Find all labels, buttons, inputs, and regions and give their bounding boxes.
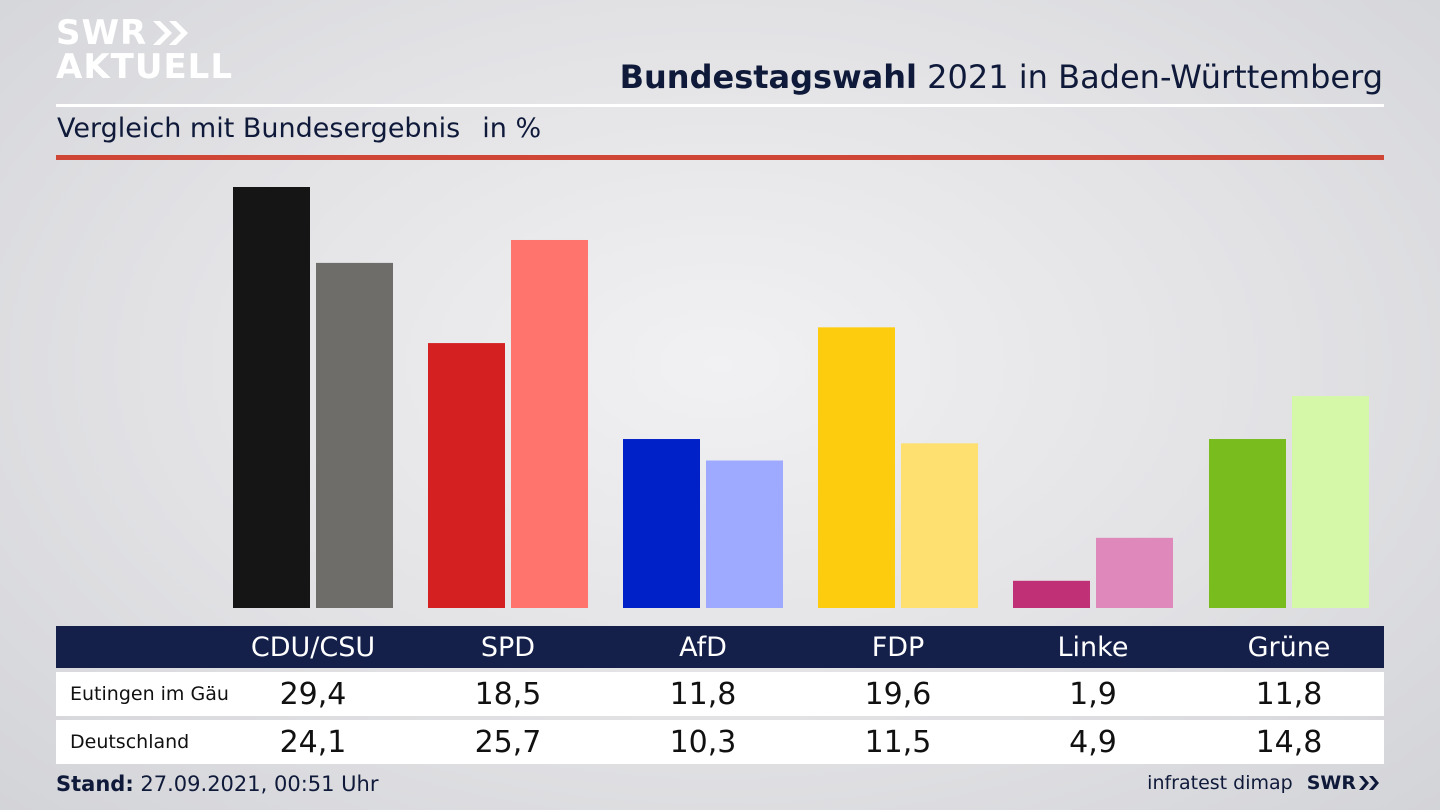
table-row: Eutingen im Gäu 29,4 18,5 11,8 19,6 1,9 11,8 xyxy=(56,672,1384,716)
table-cell-value: 11,5 xyxy=(864,724,932,760)
footer-credits: infratest dimap SWR xyxy=(1147,772,1384,794)
bar-gr-ne-local xyxy=(1209,439,1286,608)
table-header-row: CDU/CSU SPD AfD FDP Linke Grüne xyxy=(56,626,1384,668)
swr-aktuell-logo: SWR AKTUELL xyxy=(56,16,233,84)
bar-gr-ne-national xyxy=(1292,396,1369,608)
table-cell-value: 11,8 xyxy=(1255,676,1323,712)
table-cell-value: 11,8 xyxy=(669,676,737,712)
bar-cdu-csu-national xyxy=(316,262,393,608)
timestamp: Stand: 27.09.2021, 00:51 Uhr xyxy=(56,772,379,796)
table-cell-value: 4,9 xyxy=(1069,724,1117,760)
logo-aktuell-text: AKTUELL xyxy=(56,47,234,87)
source-label: infratest dimap xyxy=(1147,772,1293,794)
table-cell-value: 1,9 xyxy=(1069,676,1117,712)
row-label: Deutschland xyxy=(70,731,190,753)
swr-footer-text: SWR xyxy=(1306,772,1356,794)
unit-label: in % xyxy=(482,113,542,144)
bar-fdp-national xyxy=(901,443,978,608)
title-rest: 2021 in Baden-Württemberg xyxy=(916,58,1383,96)
accent-rule xyxy=(56,155,1384,160)
table-cell-value: 18,5 xyxy=(474,676,542,712)
header-divider xyxy=(56,104,1384,107)
table-cell-value: 19,6 xyxy=(864,676,932,712)
bar-spd-local xyxy=(428,343,505,608)
column-header-cdu-csu: CDU/CSU xyxy=(250,631,376,663)
row-label: Eutingen im Gäu xyxy=(70,683,229,705)
title-bold: Bundestagswahl xyxy=(619,58,917,96)
column-header-gr-ne: Grüne xyxy=(1247,631,1331,663)
table-cell-value: 24,1 xyxy=(279,724,347,760)
column-header-linke: Linke xyxy=(1057,631,1129,663)
bar-afd-local xyxy=(623,439,700,608)
stand-value: 27.09.2021, 00:51 Uhr xyxy=(133,772,379,796)
results-table: CDU/CSU SPD AfD FDP Linke Grüne Eutingen im G… xyxy=(56,626,1384,764)
chevrons-icon xyxy=(153,21,189,45)
bar-afd-national xyxy=(706,460,783,608)
chevrons-small-icon xyxy=(1359,776,1379,790)
column-header-fdp: FDP xyxy=(871,631,925,663)
column-header-spd: SPD xyxy=(480,631,536,663)
subtitle-text: Vergleich mit Bundesergebnis xyxy=(57,113,461,144)
swr-footer-logo: SWR xyxy=(1307,772,1384,794)
table-cell-value: 25,7 xyxy=(474,724,542,760)
chart-subtitle: Vergleich mit Bundesergebnis in % xyxy=(57,113,541,144)
bar-chart xyxy=(233,187,1369,609)
column-header-afd: AfD xyxy=(679,631,727,663)
table-cell-value: 29,4 xyxy=(279,676,347,712)
table-cell-value: 14,8 xyxy=(1255,724,1323,760)
logo-swr-text: SWR xyxy=(56,13,148,53)
bar-cdu-csu-local xyxy=(233,187,310,608)
bar-fdp-local xyxy=(818,327,895,608)
bar-linke-national xyxy=(1096,537,1173,608)
table-row: Deutschland 24,1 25,7 10,3 11,5 4,9 14,8 xyxy=(56,720,1384,764)
page-title: Bundestagswahl 2021 in Baden-Württemberg xyxy=(620,58,1383,96)
bar-linke-local xyxy=(1013,580,1090,608)
stand-label: Stand: xyxy=(56,772,134,796)
table-cell-value: 10,3 xyxy=(669,724,737,760)
bar-spd-national xyxy=(511,239,588,609)
